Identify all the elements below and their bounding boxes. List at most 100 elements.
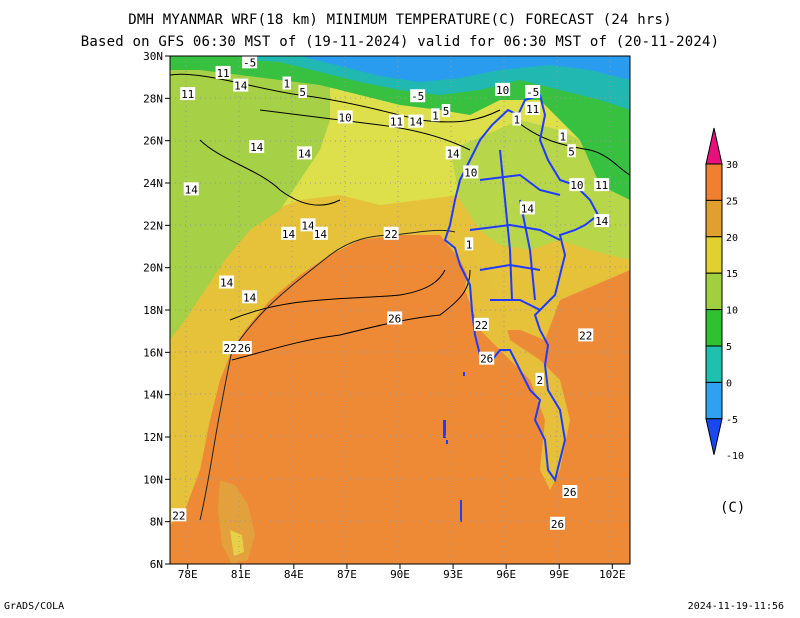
svg-text:14: 14 (298, 147, 312, 160)
svg-text:1: 1 (513, 114, 520, 127)
svg-text:14: 14 (250, 141, 264, 154)
x-tick-label: 78E (178, 568, 198, 581)
contour-label: 14 (445, 146, 461, 160)
svg-text:5: 5 (568, 145, 575, 158)
svg-text:14: 14 (185, 183, 199, 196)
generated-timestamp: 2024-11-19-11:56 (687, 601, 784, 612)
contour-label: 14 (312, 226, 328, 241)
colorbar-label: 5 (726, 342, 732, 353)
colorbar-segment (705, 381, 723, 420)
svg-text:14: 14 (220, 276, 234, 289)
contour-label: 22 (473, 317, 489, 332)
y-tick-label: 14N (143, 389, 163, 402)
svg-text:1: 1 (432, 109, 439, 122)
lat-lon-grid (170, 56, 630, 564)
y-tick-label: 30N (143, 50, 163, 63)
svg-text:14: 14 (446, 147, 460, 160)
svg-text:11: 11 (181, 88, 194, 101)
x-tick-label: 93E (443, 568, 463, 581)
svg-text:14: 14 (282, 228, 296, 241)
colorbar-min-arrow (705, 418, 723, 455)
svg-text:14: 14 (234, 80, 248, 93)
y-tick-label: 16N (143, 346, 163, 359)
contour-label: -5 (525, 84, 541, 99)
myanmar-outline (443, 93, 600, 483)
svg-text:22: 22 (385, 228, 398, 241)
contour-label: 11 (180, 87, 196, 101)
y-tick-label: 24N (143, 177, 163, 190)
svg-text:11: 11 (595, 179, 608, 192)
x-tick-label: 99E (549, 568, 569, 581)
map-subtitle: Based on GFS 06:30 MST of (19-11-2024) v… (80, 34, 720, 50)
svg-text:1: 1 (559, 130, 566, 143)
svg-text:14: 14 (595, 215, 609, 228)
colorbar-label: 20 (726, 233, 738, 244)
colorbar-segment (705, 163, 723, 201)
svg-text:1: 1 (466, 238, 473, 251)
y-tick-label: 26N (143, 135, 163, 148)
contour-label: 14 (519, 201, 535, 215)
x-tick-label: 87E (337, 568, 357, 581)
colorbar-label: -10 (726, 451, 744, 462)
y-axis-ticks: 6N 8N 10N 12N 14N 16N 18N 20N 22N 24N 26N 28N 30N (143, 50, 170, 571)
y-tick-label: 12N (143, 431, 163, 444)
colorbar-segment (705, 309, 723, 347)
svg-text:26: 26 (480, 353, 493, 366)
map-title: DMH MYANMAR WRF(18 km) MINIMUM TEMPERATU… (128, 12, 672, 28)
contour-label: 22 (578, 328, 594, 342)
contour-label: 1 (282, 76, 292, 91)
contour-label: 26 (549, 516, 565, 531)
contour-label: 1 (558, 129, 568, 143)
svg-text:26: 26 (238, 342, 251, 355)
svg-text:-5: -5 (243, 56, 256, 69)
contour-label: 11 (388, 114, 404, 129)
colorbar-label: 10 (726, 306, 738, 317)
contour-label: 22 (171, 508, 187, 522)
contour-label: 11 (594, 178, 610, 192)
colorbar-label: -5 (726, 415, 738, 426)
x-tick-label: 84E (284, 568, 304, 581)
contour-label: 5 (298, 84, 307, 99)
svg-text:14: 14 (409, 116, 423, 129)
contour-label: 10 (495, 82, 511, 97)
y-tick-label: 22N (143, 219, 163, 232)
contour-label: 1 (512, 112, 522, 127)
y-tick-label: 10N (143, 473, 163, 486)
x-tick-label: 90E (390, 568, 410, 581)
colorbar-segment (705, 199, 723, 238)
svg-text:2: 2 (536, 374, 543, 387)
svg-text:10: 10 (339, 111, 352, 124)
contour-label: 10 (463, 165, 479, 179)
colorbar-label: 15 (726, 269, 738, 280)
colorbar-segment (705, 236, 723, 274)
colorbar-max-arrow (705, 127, 723, 165)
svg-text:1: 1 (283, 78, 290, 91)
contour-label: 2 (535, 372, 545, 387)
contour-label: -5 (410, 89, 426, 103)
svg-text:11: 11 (216, 67, 229, 80)
svg-text:14: 14 (301, 219, 315, 232)
svg-text:22: 22 (475, 319, 488, 332)
contour-label: 14 (183, 182, 199, 196)
y-tick-label: 8N (150, 516, 163, 529)
contour-label: -5 (242, 56, 258, 69)
software-credit: GrADS/COLA (4, 601, 65, 612)
svg-text:22: 22 (224, 342, 237, 355)
contour-label: 14 (281, 226, 297, 241)
contour-label: 5 (441, 104, 451, 118)
svg-text:22: 22 (172, 509, 185, 522)
contour-label: 14 (242, 290, 258, 304)
contour-label: 10 (337, 110, 353, 124)
svg-text:5: 5 (299, 86, 306, 99)
colorbar-unit: (C) (720, 500, 746, 516)
contour-label: 14 (249, 140, 265, 154)
colorbar-segment (705, 345, 723, 383)
contour-label: 22 (383, 226, 399, 241)
y-tick-label: 20N (143, 262, 163, 275)
contour-label: 14 (408, 114, 424, 129)
temperature-colorbar: 30 25 20 15 10 5 0 -5 -10 (705, 127, 744, 462)
svg-text:14: 14 (243, 291, 257, 304)
contour-label: 26 (562, 485, 578, 499)
